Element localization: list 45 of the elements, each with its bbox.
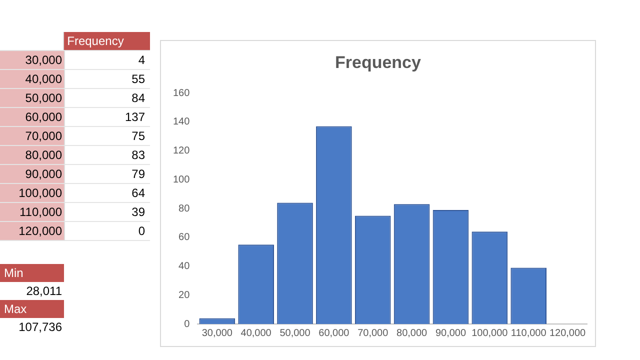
text: 4 [137, 52, 146, 69]
text: 28,011 [25, 283, 63, 300]
category-label: 90,000 [25, 167, 62, 181]
text: 75 [130, 128, 146, 145]
y-tick-label: 0 [184, 318, 190, 330]
text: 107,736 [18, 319, 63, 336]
category-label: 80,000 [25, 148, 62, 162]
text: 83 [130, 147, 146, 164]
x-tick-label: 90,000 [435, 328, 466, 339]
text: 39 [130, 204, 146, 221]
category-label: 100,000 [18, 186, 62, 200]
text: 79 [130, 166, 146, 183]
category-label: 30,000 [25, 53, 62, 67]
text: Min [0, 264, 64, 282]
category-label: 70,000 [25, 129, 62, 143]
category-label: 60,000 [25, 110, 62, 124]
text: Max [0, 300, 64, 318]
y-tick-label: 20 [178, 290, 190, 301]
chart-title: Frequency [334, 53, 422, 73]
x-tick-label: 50,000 [280, 328, 311, 339]
text: 55 [130, 71, 146, 88]
category-label: 40,000 [25, 72, 62, 86]
text: 64 [130, 185, 146, 202]
category-label: 110,000 [20, 205, 62, 219]
x-tick-label: 110,000 [510, 328, 547, 339]
text: 137 [124, 109, 146, 126]
chart-title: Frequency [67, 34, 124, 48]
category-label: 120,000 [18, 224, 62, 238]
x-tick-label: 80,000 [396, 328, 428, 339]
category-label: 50,000 [25, 91, 62, 105]
x-tick-label: 70,000 [358, 328, 389, 339]
x-tick-label: 60,000 [318, 328, 350, 339]
x-tick-label: 120,000 [549, 328, 586, 339]
text: 0 [137, 223, 146, 240]
y-tick-label: 40 [178, 261, 190, 272]
x-tick-label: 100,000 [472, 328, 508, 339]
text: 84 [130, 90, 146, 107]
y-tick-label: 80 [178, 203, 190, 214]
y-tick-label: 60 [178, 232, 190, 244]
y-tick-label: 160 [172, 88, 190, 99]
x-tick-label: 30,000 [202, 328, 233, 339]
y-tick-label: 140 [172, 116, 190, 128]
x-tick-label: 40,000 [240, 328, 272, 339]
y-tick-label: 120 [172, 146, 190, 156]
y-tick-label: 100 [172, 174, 190, 186]
